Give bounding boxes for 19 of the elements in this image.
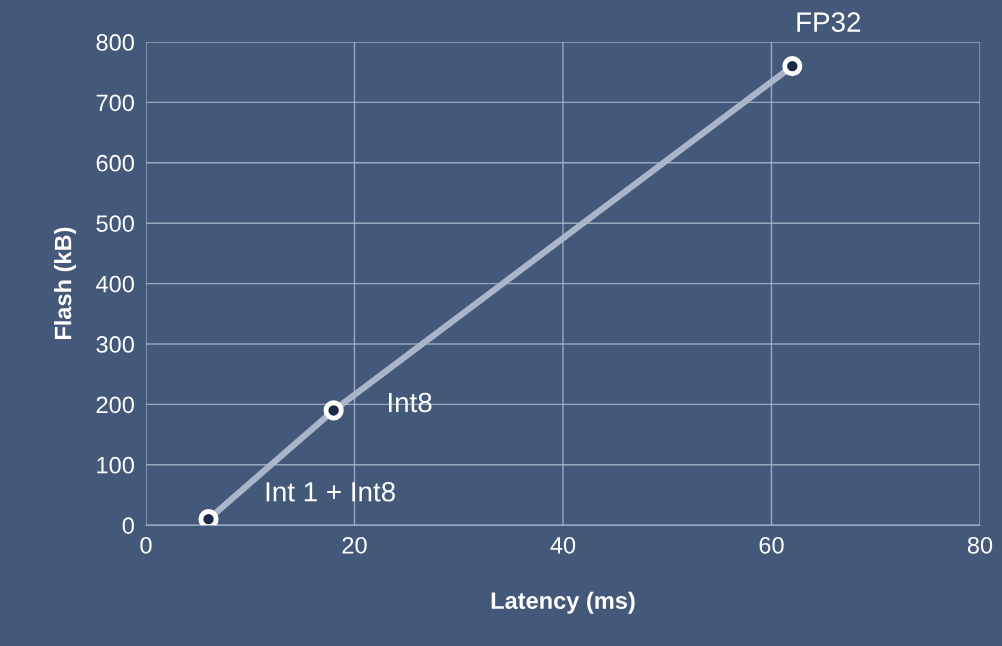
x-tick-label: 80 bbox=[967, 536, 993, 554]
annotation: FP32 bbox=[797, 12, 861, 32]
y-tick-label: 0 bbox=[122, 517, 134, 534]
x-tick-label: 60 bbox=[759, 536, 784, 554]
x-tick-label: 0 bbox=[140, 536, 152, 554]
y-tick-label: 400 bbox=[96, 275, 134, 293]
y-tick-label: 500 bbox=[96, 215, 134, 232]
y-axis-title: Flash (kB) bbox=[54, 227, 77, 340]
annotation: Int 1 + Int8 bbox=[266, 481, 395, 502]
y-tick-label: 100 bbox=[97, 456, 134, 474]
y-tick-label: 700 bbox=[96, 94, 134, 112]
x-axis-title: Latency (ms) bbox=[491, 591, 635, 614]
x-tick-label: 40 bbox=[550, 536, 576, 554]
y-tick-label: 300 bbox=[96, 336, 134, 353]
annotation: Int8 bbox=[388, 392, 432, 413]
y-tick-label: 200 bbox=[96, 396, 134, 414]
y-tick-label: 800 bbox=[96, 34, 134, 51]
y-tick-label: 600 bbox=[96, 154, 134, 172]
x-tick-label: 20 bbox=[342, 536, 367, 554]
